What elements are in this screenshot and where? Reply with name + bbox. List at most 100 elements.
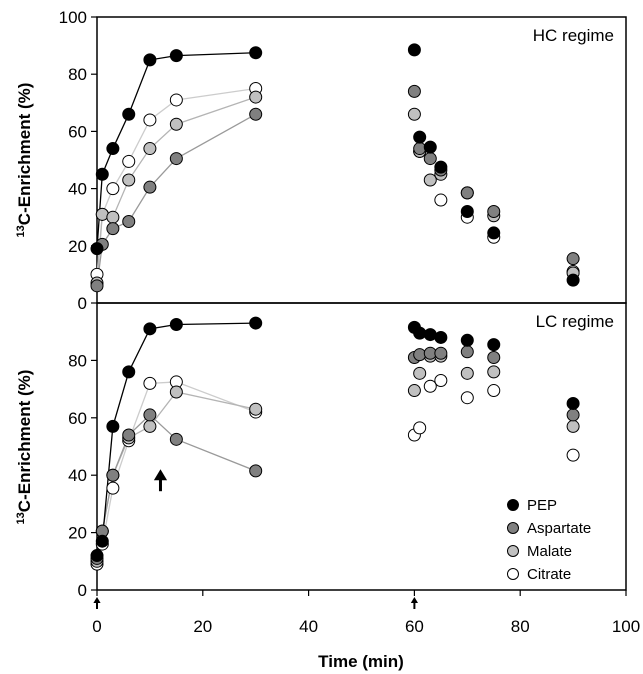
data-point-malate [95,207,109,221]
y-axis-title-bottom: 13C-Enrichment (%) [15,370,34,525]
data-point-malate [413,366,427,380]
data-point-malate [407,107,421,121]
data-point-aspartate [143,408,157,422]
data-point-citrate [122,154,136,168]
y-tick-label: 100 [59,8,87,27]
y-tick-label: 80 [68,351,87,370]
data-point-pep [566,273,580,287]
data-point-aspartate [143,180,157,194]
series-line-citrate [96,381,256,565]
data-point-citrate [434,373,448,387]
data-point-pep [413,326,427,340]
data-point-aspartate [434,346,448,360]
legend-item-malate: Malate [507,543,572,560]
y-tick-label: 0 [78,294,87,313]
data-point-malate [423,173,437,187]
data-point-aspartate [423,152,437,166]
axis-ticks: 0 20 40 60 80 100 0 20 40 60 80 100 0 20 40 60 80 [59,8,641,636]
y-tick-label: 60 [68,409,87,428]
y-axis-title-text: C-Enrichment (%) [15,83,34,226]
data-point-aspartate [487,204,501,218]
data-point-malate [106,210,120,224]
arrow-up-icon [93,597,101,609]
x-axis-title: Time (min) [318,652,404,671]
data-point-pep [487,338,501,352]
data-point-malate [249,90,263,104]
data-point-aspartate [460,345,474,359]
plot-frame-bottom [96,302,627,591]
data-point-pep [249,316,263,330]
y-tick-label: 40 [68,466,87,485]
data-point-pep [169,49,183,63]
panel-label-hc: HC regime [533,26,614,45]
data-point-citrate [487,384,501,398]
data-point-aspartate [413,348,427,362]
data-point-pep [143,322,157,336]
data-point-citrate [106,182,120,196]
legend-item-aspartate: Aspartate [507,520,591,537]
data-point-pep [106,142,120,156]
y-tick-label: 20 [68,524,87,543]
data-point-aspartate [106,468,120,482]
y-tick-label: 0 [78,581,87,600]
data-point-pep [434,160,448,174]
panel-label-lc: LC regime [536,312,614,331]
data-point-aspartate [169,152,183,166]
legend-item-pep: PEP [507,497,557,514]
data-point-aspartate [566,252,580,266]
data-point-aspartate [460,186,474,200]
annotation-arrows [93,469,418,609]
legend-label-pep: PEP [527,497,557,514]
data-point-aspartate [249,464,263,478]
legend-marker-pep [507,499,519,511]
data-point-pep [106,419,120,433]
data-point-malate [460,366,474,380]
data-point-malate [249,402,263,416]
legend-marker-citrate [507,568,519,580]
data-point-malate [487,365,501,379]
y-axis-title-superscript: 13 [15,512,27,524]
data-point-pep [423,140,437,154]
data-point-citrate [423,379,437,393]
data-point-aspartate [487,351,501,365]
y-tick-label: 40 [68,180,87,199]
legend-marker-malate [507,545,519,557]
legend-label-malate: Malate [527,543,572,560]
x-tick-label: 20 [193,617,212,636]
legend-label-aspartate: Aspartate [527,520,591,537]
data-point-citrate [143,376,157,390]
data-point-malate [169,117,183,131]
data-point-aspartate [407,84,421,98]
data-point-pep [122,107,136,121]
data-point-pep [487,226,501,240]
data-point-pep [95,167,109,181]
x-tick-label: 100 [612,617,640,636]
series-line-pep [96,52,256,249]
data-point-malate [566,419,580,433]
data-point-pep [143,53,157,67]
x-tick-label: 40 [299,617,318,636]
legend: PEP Aspartate Malate Citrate [507,497,591,583]
arrow-head [93,597,101,603]
y-tick-label: 20 [68,237,87,256]
data-point-citrate [106,481,120,495]
data-point-pep [434,330,448,344]
data-point-citrate [413,421,427,435]
x-tick-label: 80 [511,617,530,636]
data-point-malate [143,142,157,156]
y-tick-label: 80 [68,65,87,84]
data-point-aspartate [122,214,136,228]
data-point-pep [95,534,109,548]
data-point-pep [249,46,263,60]
data-point-citrate [566,448,580,462]
data-point-malate [169,385,183,399]
y-axis-title-top: 13C-Enrichment (%) [15,83,34,238]
data-point-citrate [169,93,183,107]
arrow-head [153,469,168,481]
legend-label-citrate: Citrate [527,566,571,583]
data-point-pep [423,328,437,342]
data-point-pep [122,365,136,379]
data-point-citrate [143,113,157,127]
data-point-citrate [434,193,448,207]
